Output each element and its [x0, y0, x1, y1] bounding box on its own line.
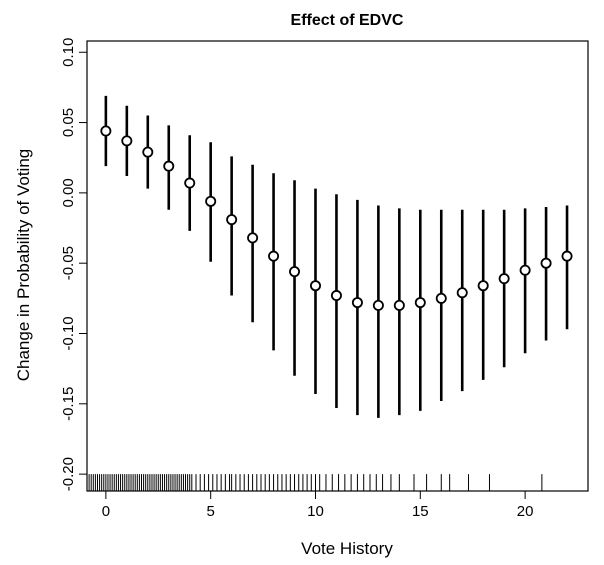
x-tick-label: 20: [517, 503, 534, 520]
data-point: [435, 292, 447, 304]
data-point: [330, 290, 342, 302]
y-tick-label: -0.10: [60, 316, 77, 350]
x-tick-label: 15: [412, 503, 429, 520]
data-point: [142, 146, 154, 158]
data-point: [519, 264, 531, 276]
y-tick-label: 0.10: [60, 38, 77, 67]
data-point: [205, 195, 217, 207]
data-point: [184, 177, 196, 189]
y-tick-label: -0.05: [60, 246, 77, 280]
x-tick-label: 5: [207, 503, 215, 520]
data-point: [100, 125, 112, 137]
y-tick-label: 0.00: [60, 178, 77, 207]
x-tick-label: 10: [307, 503, 324, 520]
x-tick-label: 0: [102, 503, 110, 520]
plot-area: 0 5 10 15 20 0.10 0.05 0.00 -0.05 -0.10 -0.15 -0.20: [60, 38, 589, 520]
data-point: [351, 297, 363, 309]
data-point: [309, 280, 321, 292]
y-axis-label: Change in Probability of Voting: [14, 149, 33, 382]
data-point: [289, 266, 301, 278]
data-point: [414, 297, 426, 309]
data-point: [540, 257, 552, 269]
y-tick-label: -0.15: [60, 387, 77, 421]
data-point: [372, 299, 384, 311]
data-point: [456, 287, 468, 299]
data-point: [393, 299, 405, 311]
plot-frame: [86, 40, 589, 492]
data-point: [121, 135, 133, 147]
data-point: [268, 250, 280, 262]
data-point: [477, 280, 489, 292]
data-point: [247, 232, 259, 244]
y-tick-label: 0.05: [60, 108, 77, 137]
chart-title: Effect of EDVC: [291, 12, 404, 29]
data-point: [226, 214, 238, 226]
data-point: [561, 250, 573, 262]
data-point: [163, 160, 175, 172]
data-point: [498, 273, 510, 285]
x-axis-label: Vote History: [301, 539, 393, 558]
y-tick-label: -0.20: [60, 457, 77, 491]
